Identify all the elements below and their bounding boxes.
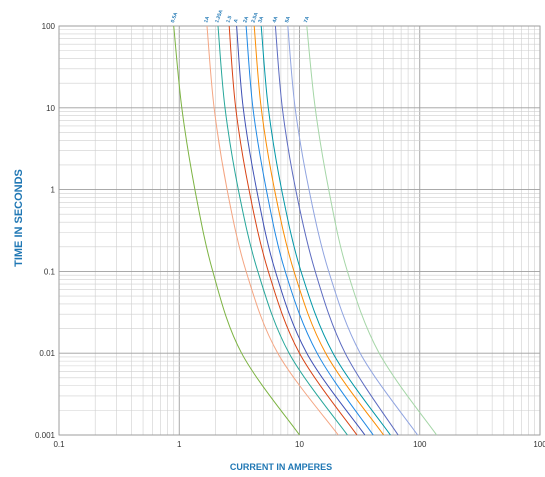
rating-label-A: A xyxy=(233,18,240,24)
fuse-curve-3A xyxy=(260,25,391,436)
rating-label-1A: 1A xyxy=(203,15,211,23)
fuse-curve-0.5A xyxy=(173,25,300,436)
rating-label-5A: 5A xyxy=(284,15,292,23)
rating-label-2A: 2A xyxy=(242,15,250,23)
x-axis-title: CURRENT IN AMPERES xyxy=(230,462,332,472)
x-tick-label: 10 xyxy=(295,440,304,449)
y-tick-label: 1 xyxy=(51,186,56,195)
y-axis-title: TIME IN SECONDS xyxy=(13,169,25,267)
x-tick-label: 100 xyxy=(533,440,545,449)
fuse-curve-1A xyxy=(206,25,339,436)
y-tick-labels: 0.001 0.01 0.1 1 10 100 xyxy=(35,22,56,440)
x-tick-label: 1 xyxy=(177,440,182,449)
y-tick-label: 100 xyxy=(42,22,56,31)
fuse-curve-A xyxy=(236,25,366,436)
curves xyxy=(173,25,438,436)
fuse-curve-1.25A xyxy=(217,25,348,436)
x-tick-labels: 0.1 1 10 100 100 xyxy=(53,440,545,449)
rating-label-0.5A: 0.5A xyxy=(170,11,179,23)
fuse-curve-2A xyxy=(245,25,374,436)
y-tick-label: 0.001 xyxy=(35,431,56,440)
x-tick-label: 100 xyxy=(413,440,427,449)
rating-label-1.5: 1.5 xyxy=(225,15,233,24)
y-tick-label: 10 xyxy=(46,104,55,113)
rating-label-1.25A: 1.25A xyxy=(214,9,224,24)
fuse-curve-5A xyxy=(287,25,419,436)
fuse-curve-2.5A xyxy=(253,25,385,436)
fuse-curve-4A xyxy=(274,25,399,436)
y-tick-label: 0.01 xyxy=(39,349,55,358)
x-tick-label: 0.1 xyxy=(53,440,65,449)
rating-label-7A: 7A xyxy=(303,15,311,23)
rating-label-3A: 3A xyxy=(257,15,265,23)
fuse-curve-7A xyxy=(306,25,438,436)
y-tick-label: 0.1 xyxy=(44,267,56,276)
rating-label-2.5A: 2.5A xyxy=(250,11,259,23)
grid xyxy=(58,25,541,436)
fuse-curve-1.5 xyxy=(228,25,358,436)
rating-label-4A: 4A xyxy=(272,15,280,23)
